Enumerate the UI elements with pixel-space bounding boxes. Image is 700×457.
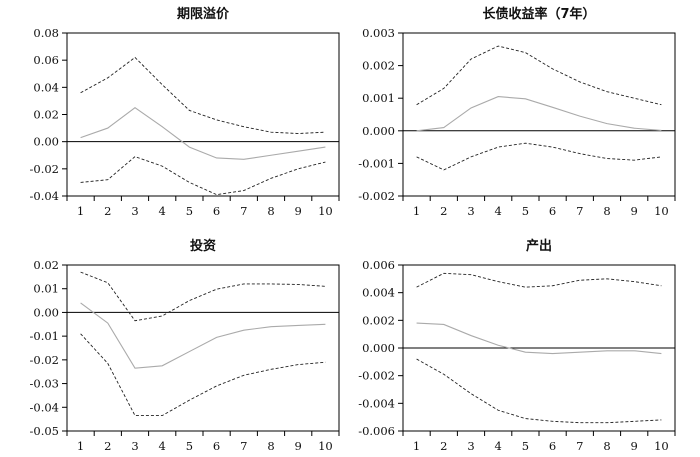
- y-tick-label: -0.01: [30, 329, 60, 343]
- panel-title: 期限溢价: [177, 6, 230, 22]
- x-tick-label: 6: [213, 204, 220, 218]
- x-tick-label: 4: [159, 204, 166, 218]
- panel-title: 投资: [190, 238, 216, 254]
- x-tick-label: 10: [654, 439, 669, 453]
- x-tick-label: 7: [240, 204, 247, 218]
- y-tick-label: -0.002: [358, 189, 395, 203]
- x-tick-label: 2: [104, 204, 111, 218]
- x-tick-label: 1: [413, 439, 420, 453]
- y-tick-label: 0.00: [33, 135, 59, 149]
- series-line-lower: [416, 142, 662, 171]
- x-tick-label: 2: [104, 439, 111, 453]
- x-tick-label: 10: [654, 204, 669, 218]
- y-tick-label: 0.003: [362, 26, 395, 40]
- x-tick-label: 9: [631, 439, 638, 453]
- x-tick-label: 10: [318, 439, 333, 453]
- x-tick-label: 4: [495, 204, 502, 218]
- x-tick-label: 1: [77, 204, 84, 218]
- series-line-response: [80, 302, 326, 369]
- x-tick-label: 1: [413, 204, 420, 218]
- y-tick-label: 0.00: [33, 305, 59, 319]
- panel-output: 产出 0.006 0.004 0.002 0.000 -0.002 -0.004 -0.00…: [358, 238, 676, 453]
- y-tick-label: 0.002: [362, 313, 395, 327]
- y-tick-label: 0.08: [33, 26, 59, 40]
- x-tick-label: 2: [440, 204, 447, 218]
- y-tick-label: -0.004: [358, 396, 395, 410]
- y-tick-label: 0.02: [33, 108, 59, 122]
- y-tick-label: -0.006: [358, 424, 395, 438]
- x-tick-label: 7: [240, 439, 247, 453]
- y-tick-label: 0.006: [362, 258, 395, 272]
- y-tick-label: 0.01: [33, 282, 59, 296]
- panel-title: 长债收益率（7年）: [482, 6, 595, 22]
- y-tick-label: -0.03: [30, 377, 60, 391]
- y-tick-label: 0.02: [33, 258, 59, 272]
- x-tick-label: 5: [522, 439, 529, 453]
- x-tick-label: 1: [77, 439, 84, 453]
- x-tick-label: 5: [522, 204, 529, 218]
- series-line-lower: [80, 156, 326, 196]
- x-tick-label: 8: [267, 204, 274, 218]
- y-tick-label: -0.04: [30, 400, 60, 414]
- plot-frame: [66, 264, 340, 432]
- plot-frame: [66, 32, 340, 197]
- x-tick-label: 9: [295, 439, 302, 453]
- y-tick-label: 0.004: [362, 286, 395, 300]
- y-tick-label: -0.02: [30, 162, 60, 176]
- x-tick-label: 5: [186, 204, 193, 218]
- y-tick-label: 0.001: [362, 91, 395, 105]
- x-tick-label: 6: [213, 439, 220, 453]
- series-line-lower: [80, 333, 326, 417]
- series-line-upper: [416, 45, 662, 106]
- series-line-upper: [416, 272, 662, 288]
- x-tick-label: 3: [131, 204, 138, 218]
- x-tick-label: 6: [549, 204, 556, 218]
- x-tick-label: 2: [440, 439, 447, 453]
- y-tick-label: -0.002: [358, 369, 395, 383]
- y-tick-label: 0.002: [362, 59, 395, 73]
- x-tick-label: 6: [549, 439, 556, 453]
- y-tick-label: -0.02: [30, 353, 60, 367]
- x-tick-label: 3: [467, 439, 474, 453]
- x-tick-label: 8: [603, 204, 610, 218]
- x-tick-label: 9: [295, 204, 302, 218]
- x-tick-label: 10: [318, 204, 333, 218]
- plot-frame: [402, 32, 676, 197]
- panel-title: 产出: [526, 238, 552, 254]
- series-line-upper: [80, 56, 326, 134]
- x-tick-label: 5: [186, 439, 193, 453]
- y-tick-label: 0.04: [33, 80, 59, 94]
- series-line-response: [80, 107, 326, 160]
- x-tick-label: 4: [159, 439, 166, 453]
- x-tick-label: 3: [467, 204, 474, 218]
- series-line-lower: [416, 358, 662, 424]
- y-tick-label: -0.05: [30, 424, 60, 438]
- x-tick-label: 3: [131, 439, 138, 453]
- series-line-response: [416, 322, 662, 355]
- y-tick-label: -0.001: [358, 156, 395, 170]
- y-tick-label: 0.06: [33, 53, 59, 67]
- x-tick-label: 8: [267, 439, 274, 453]
- x-tick-label: 8: [603, 439, 610, 453]
- panel-long-bond-yield-7y: 长债收益率（7年） 0.003 0.002 0.001 0.000 -0.001 -0.0…: [358, 6, 676, 218]
- x-tick-label: 7: [576, 439, 583, 453]
- panel-investment: 投资 0.02 0.01 0.00 -0.01 -0.02 -0.03 -0.04 -0.05…: [30, 238, 340, 453]
- x-tick-label: 9: [631, 204, 638, 218]
- x-tick-label: 7: [576, 204, 583, 218]
- panel-term-premium: 期限溢价 0.08 0.06 0.04 0.02 0.00 -0.02 -0.04 1 2 3 4 5…: [30, 6, 340, 218]
- x-tick-label: 4: [495, 439, 502, 453]
- series-line-response: [416, 96, 662, 132]
- y-tick-label: 0.000: [362, 124, 395, 138]
- y-tick-label: 0.000: [362, 341, 395, 355]
- y-tick-label: -0.04: [30, 189, 60, 203]
- series-line-upper: [80, 271, 326, 322]
